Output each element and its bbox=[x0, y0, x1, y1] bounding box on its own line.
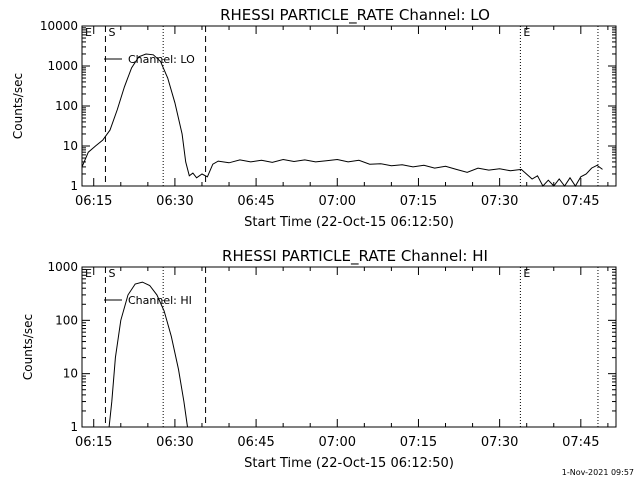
chart1-title: RHESSI PARTICLE_RATE Channel: LO bbox=[220, 6, 490, 25]
chart1-x-tick-label: 07:45 bbox=[562, 194, 599, 209]
chart2-y-tick-label: 1000 bbox=[47, 260, 78, 274]
chart2-y-axis-label: Counts/sec bbox=[21, 314, 35, 380]
chart2-series-line bbox=[108, 281, 188, 428]
chart1-x-tick-label: 06:30 bbox=[156, 194, 193, 209]
footer-timestamp: 1-Nov-2021 09:57 bbox=[561, 468, 634, 477]
chart2-x-tick-label: 06:15 bbox=[75, 435, 112, 450]
chart1-marker-label: E bbox=[85, 26, 92, 39]
chart2-y-tick-label: 100 bbox=[55, 313, 78, 327]
chart1-legend-label: Channel: LO bbox=[128, 53, 195, 66]
chart1-y-tick-label: 10 bbox=[63, 139, 78, 153]
chart2-marker-label: E bbox=[523, 267, 530, 280]
chart1-x-axis-label: Start Time (22-Oct-15 06:12:50) bbox=[244, 215, 454, 230]
chart1-y-tick-label: 10000 bbox=[40, 19, 78, 33]
chart2-x-tick-label: 07:45 bbox=[562, 435, 599, 450]
chart1-marker-label: S bbox=[108, 26, 115, 39]
chart1-y-tick-label: 1000 bbox=[47, 59, 78, 73]
chart1-x-tick-label: 07:15 bbox=[400, 194, 437, 209]
chart1-marker-label: E bbox=[523, 26, 530, 39]
chart2-y-tick-label: 10 bbox=[63, 367, 78, 381]
chart2-marker-label: E bbox=[85, 267, 92, 280]
chart2-x-tick-label: 07:30 bbox=[481, 435, 518, 450]
chart2-title: RHESSI PARTICLE_RATE Channel: HI bbox=[222, 247, 488, 266]
chart2-x-tick-label: 06:45 bbox=[237, 435, 274, 450]
chart1-x-tick-label: 07:00 bbox=[319, 194, 356, 209]
chart1-x-tick-label: 06:15 bbox=[75, 194, 112, 209]
chart2-x-axis-label: Start Time (22-Oct-15 06:12:50) bbox=[244, 456, 454, 471]
chart2-x-tick-label: 06:30 bbox=[156, 435, 193, 450]
chart1-y-tick-label: 1 bbox=[70, 179, 78, 193]
chart1-x-tick-label: 06:45 bbox=[237, 194, 274, 209]
chart1-x-tick-label: 07:30 bbox=[481, 194, 518, 209]
chart2-marker-label: S bbox=[108, 267, 115, 280]
chart2-x-tick-label: 07:00 bbox=[319, 435, 356, 450]
chart1-series-line bbox=[81, 53, 603, 187]
chart2-x-tick-label: 07:15 bbox=[400, 435, 437, 450]
chart2-plot-frame bbox=[81, 266, 617, 428]
chart2-y-tick-label: 1 bbox=[70, 420, 78, 434]
chart1-y-axis-label: Counts/sec bbox=[11, 73, 25, 139]
chart1-y-tick-label: 100 bbox=[55, 99, 78, 113]
